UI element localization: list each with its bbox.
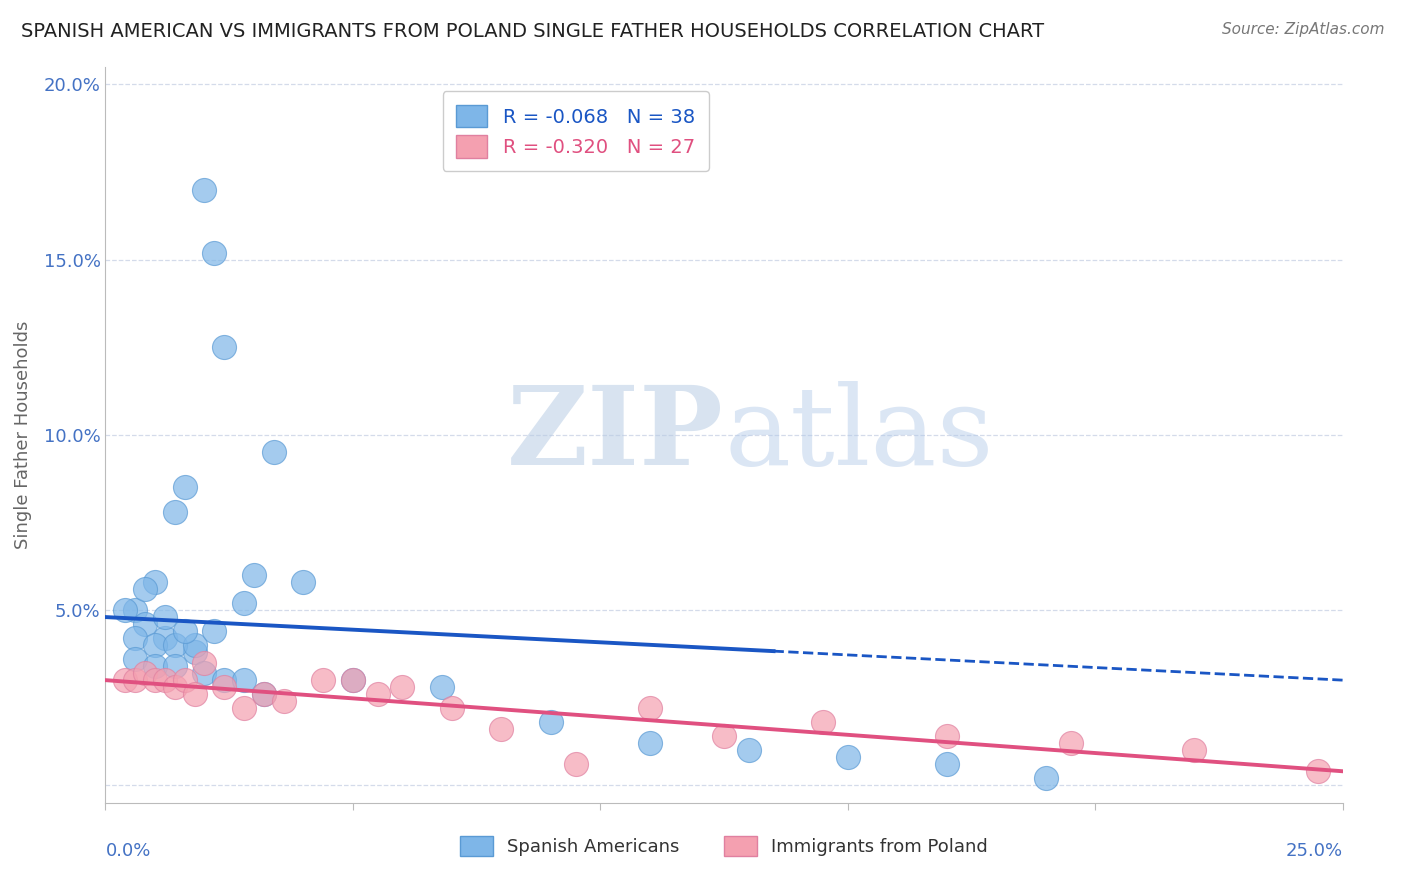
Text: SPANISH AMERICAN VS IMMIGRANTS FROM POLAND SINGLE FATHER HOUSEHOLDS CORRELATION : SPANISH AMERICAN VS IMMIGRANTS FROM POLA… <box>21 22 1045 41</box>
Point <box>491 723 513 737</box>
Point <box>124 631 146 645</box>
Point <box>114 603 136 617</box>
Point <box>243 568 266 582</box>
Text: Source: ZipAtlas.com: Source: ZipAtlas.com <box>1222 22 1385 37</box>
Point <box>263 445 285 459</box>
Point <box>342 673 364 688</box>
Point <box>837 750 859 764</box>
Y-axis label: Single Father Households: Single Father Households <box>14 320 32 549</box>
Point <box>153 631 176 645</box>
Point <box>114 673 136 688</box>
Legend: Spanish Americans, Immigrants from Poland: Spanish Americans, Immigrants from Polan… <box>453 829 995 863</box>
Point <box>143 659 166 673</box>
Point <box>183 645 205 659</box>
Point <box>143 673 166 688</box>
Point <box>183 638 205 652</box>
Point <box>124 603 146 617</box>
Point <box>233 596 256 610</box>
Point <box>273 694 295 708</box>
Point <box>253 687 276 701</box>
Point <box>134 617 156 632</box>
Point <box>212 680 235 694</box>
Point <box>183 687 205 701</box>
Point <box>193 656 215 670</box>
Text: 0.0%: 0.0% <box>105 842 150 860</box>
Point <box>367 687 389 701</box>
Point <box>935 729 957 743</box>
Point <box>163 638 186 652</box>
Point <box>193 182 215 196</box>
Point <box>1035 771 1057 786</box>
Point <box>713 729 735 743</box>
Point <box>143 638 166 652</box>
Point <box>738 743 761 757</box>
Point <box>212 673 235 688</box>
Point <box>391 680 413 694</box>
Point <box>638 701 661 715</box>
Point <box>811 715 834 730</box>
Text: 25.0%: 25.0% <box>1285 842 1343 860</box>
Point <box>430 680 453 694</box>
Point <box>253 687 276 701</box>
Point <box>143 574 166 589</box>
Point <box>124 673 146 688</box>
Point <box>163 505 186 519</box>
Point <box>173 480 195 494</box>
Point <box>163 659 186 673</box>
Point <box>638 736 661 750</box>
Point <box>173 624 195 639</box>
Point <box>312 673 335 688</box>
Point <box>342 673 364 688</box>
Text: ZIP: ZIP <box>508 382 724 488</box>
Point <box>233 701 256 715</box>
Point <box>202 245 225 260</box>
Text: atlas: atlas <box>724 382 994 488</box>
Point <box>1059 736 1081 750</box>
Point <box>935 757 957 772</box>
Point <box>540 715 562 730</box>
Point <box>292 574 315 589</box>
Point <box>134 666 156 681</box>
Point <box>193 666 215 681</box>
Point <box>564 757 586 772</box>
Point <box>134 582 156 596</box>
Point <box>440 701 463 715</box>
Point <box>153 610 176 624</box>
Point <box>1306 764 1329 779</box>
Point <box>202 624 225 639</box>
Point <box>233 673 256 688</box>
Point <box>163 680 186 694</box>
Point <box>212 340 235 354</box>
Point <box>153 673 176 688</box>
Point <box>124 652 146 666</box>
Point <box>173 673 195 688</box>
Point <box>1182 743 1205 757</box>
